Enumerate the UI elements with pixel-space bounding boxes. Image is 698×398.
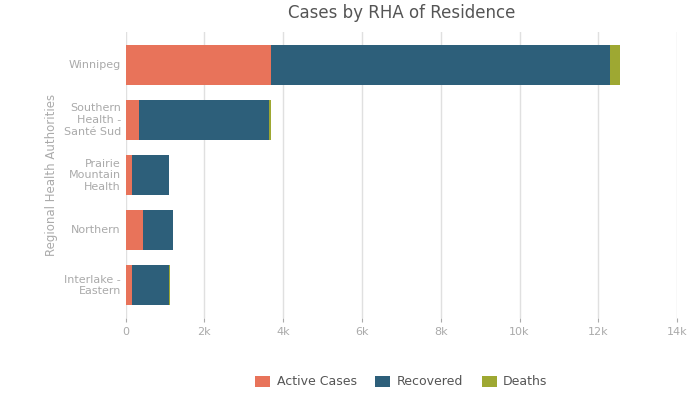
Y-axis label: Regional Health Authorities: Regional Health Authorities [45,94,58,256]
Title: Cases by RHA of Residence: Cases by RHA of Residence [288,4,515,22]
Bar [269,100,272,140]
Bar [610,45,620,85]
Bar [131,265,169,305]
Bar [126,211,143,250]
Bar [126,265,131,305]
Bar [272,45,610,85]
Bar [143,211,173,250]
Legend: Active Cases, Recovered, Deaths: Active Cases, Recovered, Deaths [251,371,552,394]
Bar [140,100,269,140]
Bar [131,155,169,195]
Bar [126,100,140,140]
Bar [126,155,131,195]
Bar [126,45,272,85]
